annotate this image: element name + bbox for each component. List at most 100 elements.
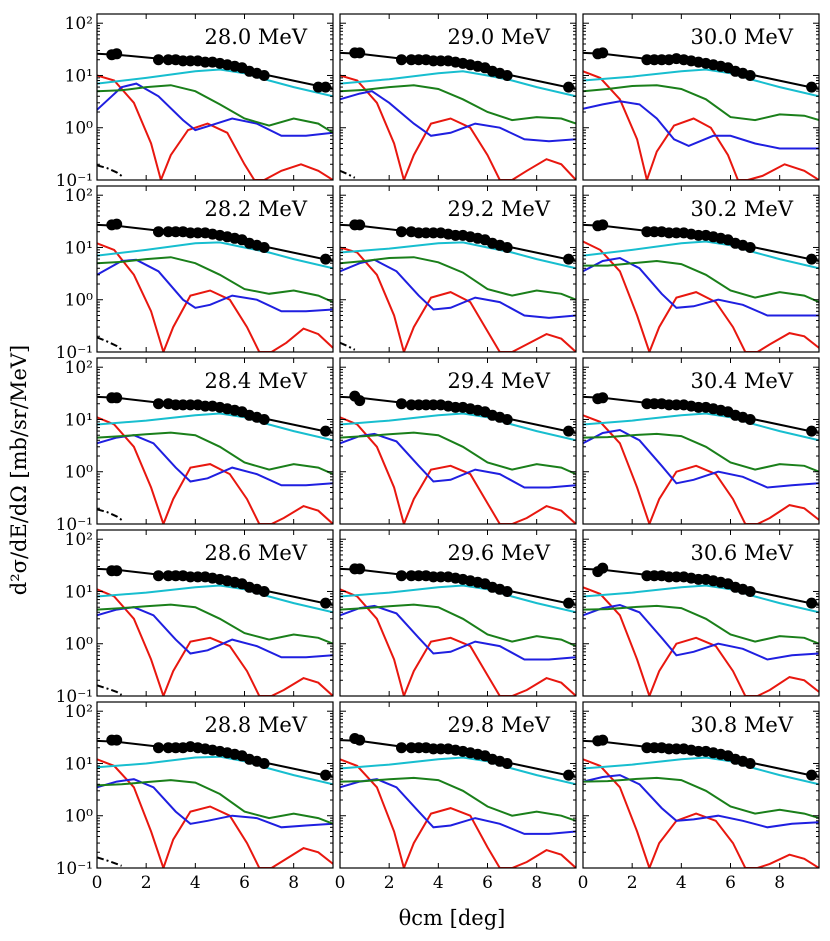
panel-energy-label: 28.2 MeV [204, 197, 307, 221]
red-series-line [97, 74, 333, 180]
data-point [153, 226, 164, 238]
panel-energy-label: 29.8 MeV [447, 713, 550, 737]
cyan-series-line [97, 412, 333, 442]
panel-energy-label: 30.4 MeV [690, 369, 793, 393]
data-point [563, 597, 575, 609]
chart-panel: 10⁻¹ 10⁰ 10¹ 10² 28.2 MeV [56, 185, 334, 363]
green-series-line [340, 776, 576, 822]
red-series-line [340, 246, 576, 352]
panel-frame [582, 357, 820, 525]
chart-panel: 10⁻¹ 10⁰ 10¹ 10² 28.4 MeV [56, 357, 334, 535]
data-point [320, 81, 332, 93]
plot-area [340, 47, 576, 180]
blue-series-line [340, 432, 576, 489]
panel-energy-label: 30.8 MeV [690, 713, 793, 737]
data-point [111, 734, 123, 746]
chart-panel: 29.4 MeV [339, 357, 577, 525]
red-series-line [97, 588, 333, 696]
data-point [111, 392, 123, 404]
cyan-series-line [97, 241, 333, 270]
total-fit-line [583, 739, 819, 778]
y-tick-label: 10⁰ [65, 807, 94, 827]
chart-panel: 10⁻¹ 10⁰ 10¹ 10² 28.0 MeV [56, 13, 334, 191]
blue-series-line [97, 434, 333, 487]
data-point [153, 742, 164, 754]
panel-frame [96, 13, 334, 181]
cyan-series-line [340, 241, 576, 270]
data-point [320, 597, 332, 609]
panel-energy-label: 28.0 MeV [204, 25, 307, 49]
dashdot-series-line [97, 856, 122, 867]
y-tick-label: 10¹ [65, 238, 93, 258]
data-point [396, 226, 407, 238]
data-point [806, 597, 818, 609]
cyan-series-line [583, 756, 819, 786]
data-point [396, 54, 407, 66]
blue-series-line [340, 258, 576, 319]
red-series-line [97, 758, 333, 868]
plot-area [97, 218, 333, 352]
data-point [563, 425, 575, 437]
y-tick-label: 10¹ [65, 582, 93, 602]
red-series-line [340, 74, 576, 180]
data-point [597, 392, 609, 404]
red-series-line [97, 416, 333, 524]
blue-series-line [583, 603, 819, 661]
data-point [354, 395, 366, 407]
x-tick-label: 2 [384, 873, 395, 893]
plot-area [340, 390, 576, 524]
panel-energy-label: 30.6 MeV [690, 541, 793, 565]
plot-area [340, 733, 576, 868]
plot-area [97, 48, 333, 180]
red-series-line [583, 414, 819, 524]
data-point [396, 570, 407, 582]
x-tick-label: 8 [531, 873, 542, 893]
data-point [111, 48, 123, 60]
plot-area [340, 219, 576, 352]
cyan-series-line [583, 412, 819, 442]
y-tick-label: 10² [65, 530, 93, 550]
x-tick-label: 8 [288, 873, 299, 893]
blue-series-line [583, 428, 819, 489]
x-tick-label: 4 [433, 873, 444, 893]
panel-frame [96, 529, 334, 697]
panel-frame [96, 701, 334, 869]
green-series-line [583, 604, 819, 645]
y-tick-label: 10¹ [65, 410, 93, 430]
data-point [354, 734, 366, 746]
data-point [501, 758, 513, 769]
panel-frame [96, 357, 334, 525]
y-tick-label: 10⁻¹ [56, 343, 93, 363]
green-series-line [583, 84, 819, 122]
green-series-line [583, 259, 819, 304]
green-series-line [97, 84, 333, 134]
data-point [597, 562, 609, 574]
plot-area [583, 734, 819, 868]
chart-panel: 29.0 MeV [339, 13, 577, 181]
dashdot-series-line [97, 684, 123, 696]
plot-area [340, 563, 576, 696]
panel-energy-label: 29.4 MeV [447, 369, 550, 393]
data-point [597, 734, 609, 746]
red-series-line [340, 758, 576, 868]
panel-frame [339, 529, 577, 697]
chart-panel: 0 2 4 6 8 29.8 MeV [335, 701, 577, 893]
dashdot-series-line [97, 336, 123, 351]
green-series-line [97, 603, 333, 645]
data-point [744, 586, 756, 597]
y-tick-label: 10⁰ [65, 635, 94, 655]
chart-panel: 29.6 MeV [339, 529, 577, 697]
x-tick-label: 0 [578, 873, 589, 893]
data-point [744, 242, 756, 253]
blue-series-line [340, 90, 576, 143]
y-tick-label: 10⁰ [65, 463, 94, 483]
y-axis-title: d²σ/dE/dΩ [mb/sr/MeV] [7, 345, 31, 595]
blue-series-line [97, 82, 333, 137]
data-point [258, 414, 270, 425]
y-tick-label: 10⁻¹ [56, 171, 93, 191]
y-tick-label: 10² [65, 702, 93, 722]
red-series-line [583, 70, 819, 180]
y-tick-label: 10⁰ [65, 119, 94, 139]
data-point [320, 769, 332, 781]
red-series-line [583, 586, 819, 696]
